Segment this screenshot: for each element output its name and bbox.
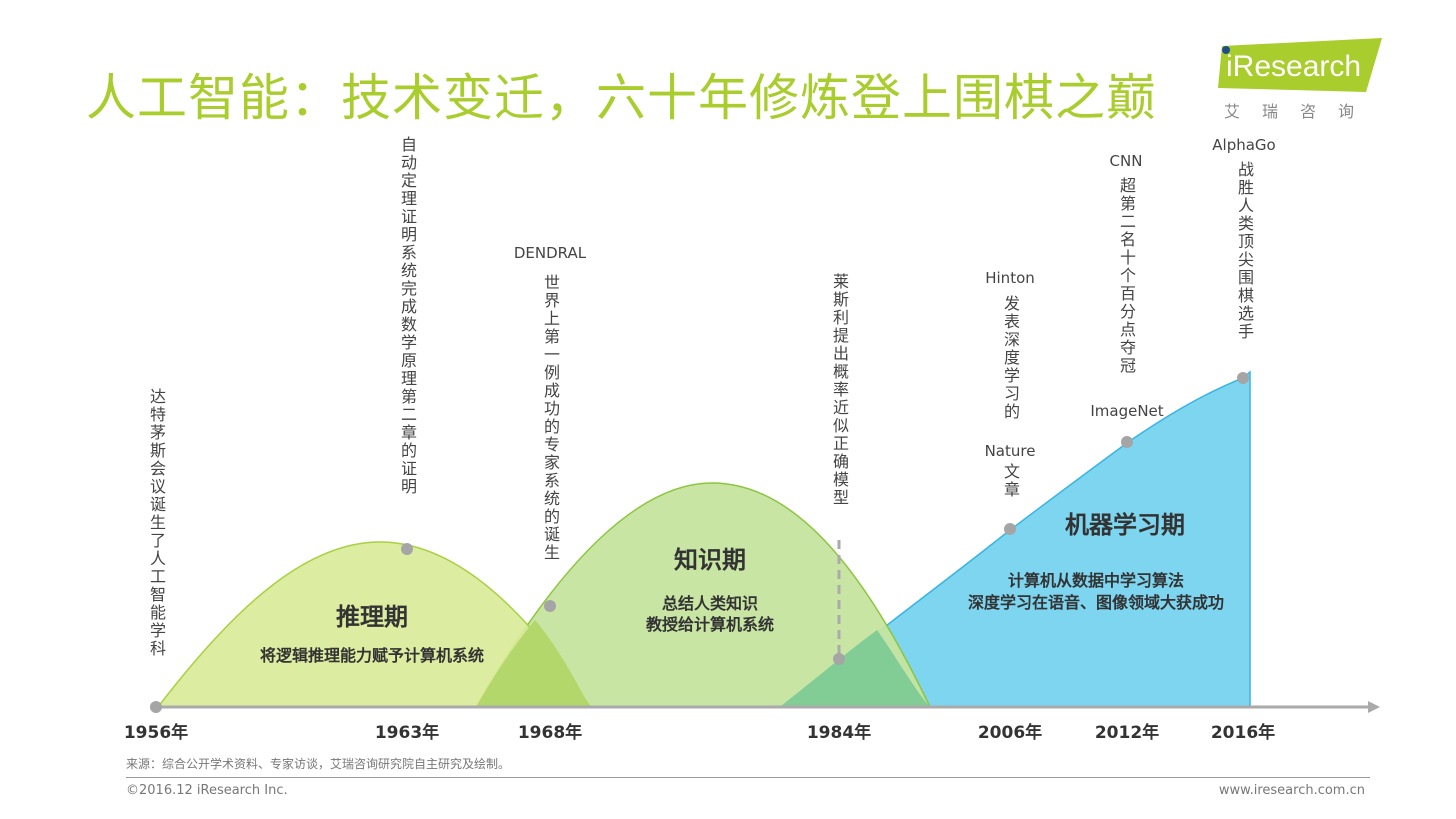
source-note: 来源：综合公开学术资料、专家访谈，艾瑞咨询研究院自主研究及绘制。	[126, 757, 511, 771]
learning-period-area	[777, 370, 1251, 708]
event-dot-1963	[401, 543, 413, 555]
footer-divider	[126, 777, 1370, 778]
website-link[interactable]: www.iresearch.com.cn	[1218, 783, 1365, 798]
year-label-2016: 2016年	[1210, 723, 1276, 743]
overlap-reasoning-knowledge	[476, 620, 590, 707]
year-label-1963: 1963年	[374, 723, 440, 743]
period-knowledge-name: 知识期	[674, 546, 746, 574]
event-dot-2006	[1004, 523, 1016, 535]
year-label-1956: 1956年	[123, 723, 189, 743]
event-2016-text: 战胜人类顶尖围棋选手	[1235, 161, 1254, 341]
period-learning-desc2: 深度学习在语音、图像领域大获成功	[967, 593, 1225, 612]
event-2012-heading: CNN	[1109, 152, 1143, 170]
period-reasoning-desc: 将逻辑推理能力赋予计算机系统	[259, 646, 485, 665]
event-2012-text: 超第二名十个百分点夺冠	[1117, 177, 1136, 375]
event-2012-imagenet: ImageNet	[1090, 402, 1164, 420]
event-1956-text: 达特茅斯会议诞生了人工智能学科	[147, 388, 166, 658]
year-label-2006: 2006年	[977, 723, 1043, 743]
event-dot-1956	[150, 701, 162, 713]
event-dot-1984	[833, 653, 845, 665]
event-2006-text: 发表深度学习的	[1001, 295, 1020, 421]
period-reasoning-name: 推理期	[336, 603, 408, 631]
period-learning-desc1: 计算机从数据中学习算法	[1007, 571, 1185, 590]
year-label-2012: 2012年	[1094, 723, 1160, 743]
period-knowledge-desc2: 教授给计算机系统	[645, 615, 775, 634]
axis-arrow	[1368, 701, 1380, 713]
event-2006-tail: 文章	[1001, 463, 1020, 499]
page-title: 人工智能：技术变迁，六十年修炼登上围棋之巅	[86, 69, 1157, 127]
year-label-1968: 1968年	[517, 723, 583, 743]
event-1968-text: 世界上第一例成功的专家系统的诞生	[541, 274, 560, 562]
period-knowledge-desc1: 总结人类知识	[661, 594, 759, 613]
iresearch-logo: iResearch 艾瑞咨询	[1218, 36, 1388, 121]
event-dot-1968	[544, 600, 556, 612]
knowledge-period-area	[474, 482, 932, 708]
event-dot-2012	[1121, 436, 1133, 448]
logo-word: iResearch	[1226, 50, 1362, 83]
copyright: ©2016.12 iResearch Inc.	[126, 783, 288, 798]
event-2006-nature: Nature	[984, 442, 1036, 460]
event-dot-2016	[1237, 372, 1249, 384]
event-1984-text: 莱斯利提出概率近似正确模型	[830, 273, 849, 507]
overlap-knowledge-learning	[780, 630, 930, 707]
event-2016-heading: AlphaGo	[1212, 136, 1276, 154]
year-label-1984: 1984年	[806, 723, 872, 743]
event-1963-text: 自动定理证明系统完成数学原理第二章的证明	[398, 136, 417, 496]
event-2006-heading: Hinton	[985, 269, 1035, 287]
logo-subtitle: 艾瑞咨询	[1224, 102, 1377, 121]
event-1968-heading: DENDRAL	[513, 244, 587, 262]
period-learning-name: 机器学习期	[1065, 511, 1185, 539]
